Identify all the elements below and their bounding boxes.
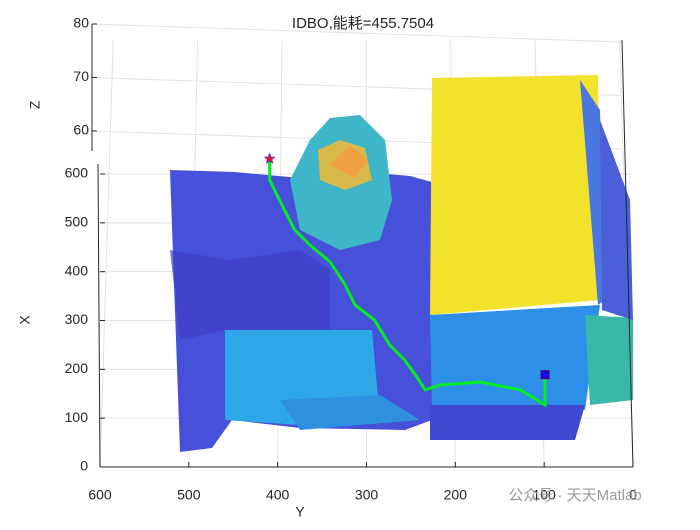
x-tick-label: 200 [65,360,89,376]
y-tick-label: 600 [88,487,112,503]
x-tick-label: 300 [65,311,89,327]
y-tick-label: 300 [355,487,379,503]
terrain [170,75,633,452]
y-tick-label: 200 [444,487,468,503]
z-tick-label: 60 [73,122,89,138]
x-tick-label: 100 [65,409,89,425]
grid-line [100,40,113,467]
x-tick-label: 400 [65,262,89,278]
chart-title: IDBO,能耗=455.7504 [292,15,434,32]
x-axis-label: X [17,315,33,325]
z-tick-label: 80 [73,15,89,31]
end-marker [541,371,549,379]
watermark: 公众号 · 天天Matlab [508,487,641,504]
y-axis-label: Y [295,504,305,520]
x-tick-label: 500 [65,214,89,230]
y-tick-label: 500 [177,487,201,503]
start-marker [265,154,275,163]
y-tick-label: 400 [266,487,290,503]
z-axis-label: Z [27,100,43,109]
x-tick-label: 0 [80,458,88,474]
axis-line [98,164,100,467]
x-tick-label: 600 [65,165,89,181]
z-tick-label: 70 [73,68,89,84]
